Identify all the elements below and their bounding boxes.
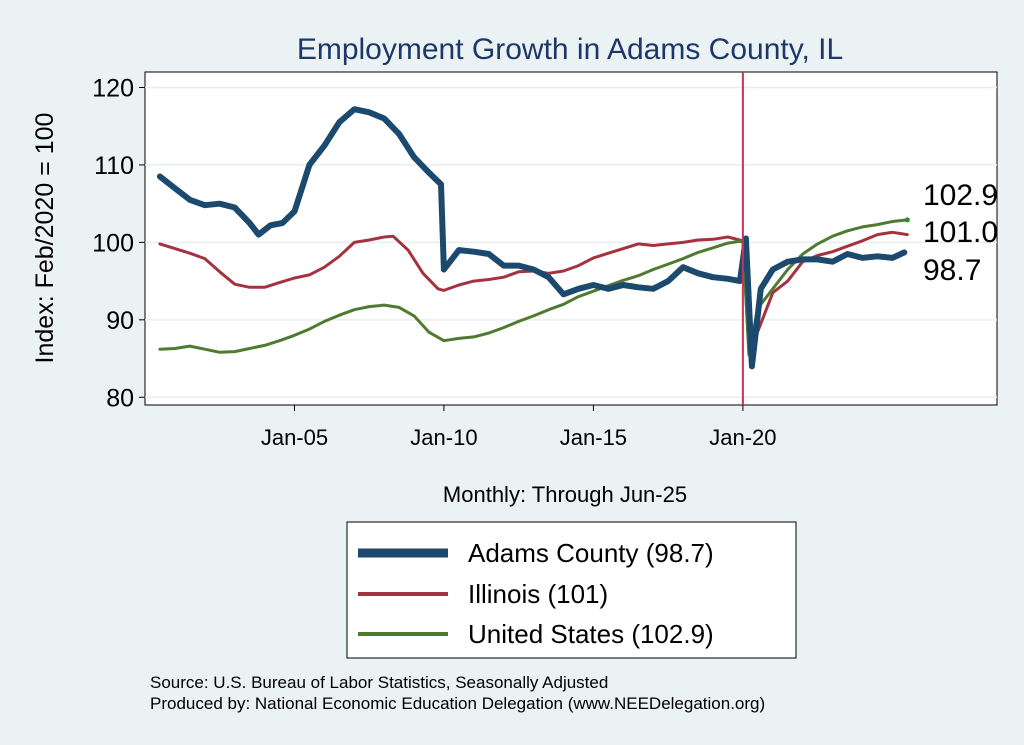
end-value-labels: 102.9 101.0 98.7 (923, 179, 998, 287)
plot-area (144, 71, 998, 406)
y-tick-label: 110 (94, 152, 134, 180)
y-tick-label: 90 (106, 307, 134, 335)
end-label-98-7: 98.7 (923, 254, 981, 287)
y-tick-label: 80 (106, 384, 134, 412)
y-axis-ticks: 80 90 100 110 120 (92, 74, 145, 412)
legend-label: Illinois (101) (468, 579, 608, 609)
x-axis-label: Monthly: Through Jun-25 (443, 482, 687, 507)
x-axis-ticks: Jan-05 Jan-10 Jan-15 Jan-20 (261, 405, 777, 450)
legend: Adams County (98.7) Illinois (101) United … (346, 521, 797, 659)
legend-label: Adams County (98.7) (468, 538, 714, 568)
x-tick-label: Jan-15 (560, 425, 627, 450)
series-layer (156, 106, 910, 370)
chart-title: Employment Growth in Adams County, IL (297, 33, 843, 66)
end-label-102-9: 102.9 (923, 179, 998, 212)
x-tick-label: Jan-10 (410, 425, 477, 450)
series-line-adams-county (156, 106, 908, 370)
end-label-101-0: 101.0 (923, 216, 998, 249)
x-tick-label: Jan-20 (709, 425, 776, 450)
series-line-united-states (158, 218, 909, 357)
y-tick-label: 120 (92, 74, 134, 102)
us-end-marker (904, 217, 910, 223)
source-note: Source: U.S. Bureau of Labor Statistics,… (150, 673, 608, 692)
y-axis-label: Index: Feb/2020 = 100 (31, 113, 59, 364)
x-tick-label: Jan-05 (261, 425, 328, 450)
legend-label: United States (102.9) (468, 619, 714, 649)
producer-note: Produced by: National Economic Education… (150, 694, 765, 713)
y-tick-label: 100 (92, 229, 134, 257)
